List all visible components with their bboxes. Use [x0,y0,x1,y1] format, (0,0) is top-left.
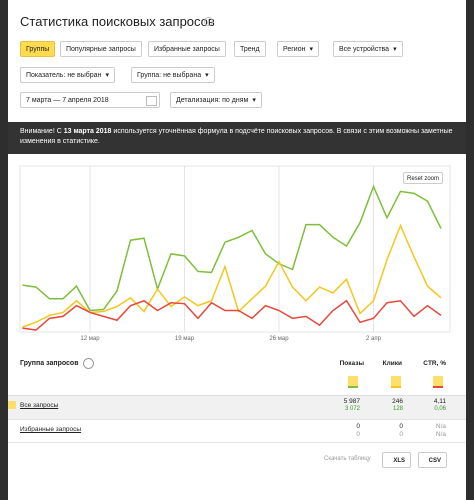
cell: 0,06 [434,406,446,412]
info-icon[interactable] [204,17,213,26]
date-range-input[interactable]: 7 марта — 7 апреля 2018 [20,92,160,108]
cell: 128 [392,406,403,412]
download-button[interactable]: XLS [382,452,411,468]
panel: Статистика поисковых запросов Группы Поп… [8,0,466,500]
region-select[interactable]: Регион [277,41,319,57]
column-icon[interactable] [391,376,401,388]
column-icon[interactable] [433,376,443,388]
column-header[interactable]: Показы [339,360,364,367]
group-header: Группа запросов [20,360,79,367]
notice-banner: Внимание! С 13 марта 2018 используется у… [8,122,466,154]
x-tick-label: 2 апр [366,336,382,342]
download-label: Скачать таблицу [324,456,371,462]
cell: 4,11 [433,398,446,405]
cell: N/a [435,431,446,438]
cell: 0 [399,431,403,438]
cell: 0 [356,431,360,438]
cell: 3 072 [344,406,360,412]
page-title: Статистика поисковых запросов [20,14,215,29]
x-tick-label: 12 мар [80,336,100,342]
tab[interactable]: Тренд [234,41,266,57]
x-tick-label: 26 мар [269,336,289,342]
row-link[interactable]: Все запросы [20,402,59,409]
cell: 5 987 [343,398,360,405]
series-line [22,299,442,331]
tab[interactable]: Группы [20,41,56,57]
settings-icon[interactable] [83,358,94,369]
cell: 0 [399,423,403,430]
row-link[interactable]: Избранные запросы [20,426,82,433]
indicator-select[interactable]: Показатель: не выбран [20,67,115,83]
row-icon [8,401,16,409]
notice-text: используется уточнённая формула в подсчё… [20,128,453,145]
cell: N/a [435,423,446,430]
column-icon[interactable] [348,376,358,388]
notice-date: 13 марта 2018 [63,128,112,135]
chart: 12 мар 19 мар 26 мар 2 апр [19,165,451,342]
detail-select[interactable]: Детализация: по дням [170,92,262,108]
series-line [22,184,442,312]
series-line [22,223,442,328]
notice-lead: Внимание! С [20,128,62,135]
calendar-icon[interactable] [146,96,157,106]
tab[interactable]: Избранные запросы [148,41,226,57]
reset-zoom-button[interactable]: Reset zoom [403,172,444,184]
column-header: CTR, % [423,360,446,367]
plot-frame [19,165,451,333]
download-button[interactable]: CSV [418,452,447,468]
table-row [8,395,466,419]
cell: 0 [356,423,360,430]
group-select[interactable]: Группа: не выбрана [131,67,215,83]
column-header: Клики [382,360,402,367]
devices-select[interactable]: Все устройства [333,41,403,57]
x-tick-label: 19 мар [175,336,195,342]
table-row [8,419,466,443]
cell: 246 [392,398,403,405]
tab[interactable]: Популярные запросы [60,41,142,57]
